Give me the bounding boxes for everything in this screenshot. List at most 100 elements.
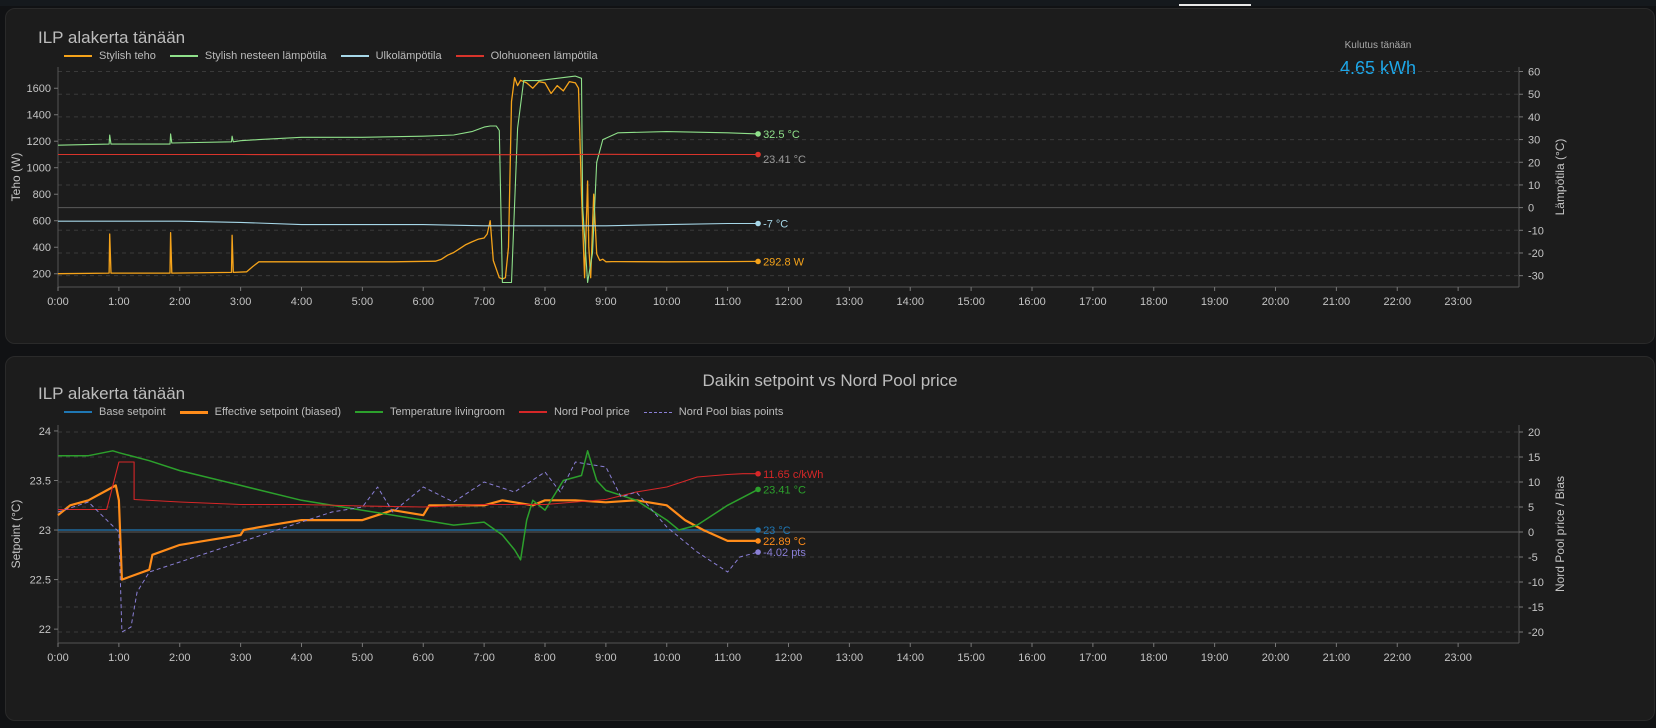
series-line (57, 76, 759, 280)
legend-item-effective[interactable]: Effective setpoint (biased) (179, 406, 342, 418)
series-end-point (755, 549, 761, 555)
y-tick-label: 1200 (27, 136, 51, 148)
y-tick-label: 200 (33, 269, 51, 281)
x-tick-label: 20:00 (1262, 652, 1290, 664)
x-tick-label: 9:00 (595, 296, 616, 308)
x-tick-label: 18:00 (1140, 652, 1168, 664)
x-tick-label: 14:00 (896, 652, 924, 664)
legend-item-nesteen[interactable]: Stylish nesteen lämpötila (169, 50, 327, 62)
x-tick-label: 17:00 (1079, 296, 1107, 308)
x-tick-label: 11:00 (714, 296, 741, 308)
x-tick-label: 11:00 (714, 652, 741, 664)
series-line (58, 450, 759, 561)
y-axis-label: Setpoint (°C) (9, 500, 23, 569)
series-end-point (755, 538, 761, 544)
chart-title: ILP alakerta tänään (38, 28, 186, 47)
series-end-label: -4.02 pts (763, 547, 806, 559)
legend-swatch (518, 411, 547, 413)
legend-label: Temperature livingroom (390, 406, 505, 418)
legend-swatch (643, 411, 672, 413)
x-tick-label: 0:00 (47, 652, 68, 664)
y2-tick-label: -5 (1528, 552, 1538, 564)
x-tick-label: 4:00 (291, 652, 312, 664)
y2-tick-label: 5 (1528, 502, 1534, 514)
x-tick-label: 6:00 (413, 652, 434, 664)
legend-item-price[interactable]: Nord Pool price (518, 406, 630, 418)
x-tick-label: 15:00 (957, 652, 985, 664)
y-tick-label: 22 (39, 624, 51, 636)
x-tick-label: 5:00 (352, 296, 373, 308)
x-tick-label: 21:00 (1323, 652, 1351, 664)
series-end-label: 23.41 °C (763, 484, 806, 496)
y2-tick-label: -20 (1528, 248, 1544, 260)
chart-title: ILP alakerta tänään (38, 384, 186, 403)
y2-tick-label: 15 (1528, 452, 1540, 464)
consumption-stat: Kulutus tänään 4.65 kWh (1328, 40, 1428, 79)
series-end-point (755, 258, 761, 265)
legend-item-bias[interactable]: Nord Pool bias points (643, 406, 783, 418)
legend-swatch (169, 55, 198, 57)
series-line (57, 75, 759, 284)
y2-tick-label: -10 (1528, 577, 1544, 589)
y-tick-label: 800 (33, 189, 51, 201)
x-tick-label: 19:00 (1201, 296, 1229, 308)
y-tick-label: 1600 (27, 83, 51, 95)
series-end-label: 22.89 °C (763, 536, 806, 548)
y2-tick-label: 0 (1528, 203, 1534, 215)
x-tick-label: 16:00 (1018, 296, 1046, 308)
x-tick-label: 17:00 (1079, 652, 1107, 664)
y2-tick-label: -10 (1528, 225, 1544, 237)
x-tick-label: 19:00 (1201, 652, 1229, 664)
x-tick-label: 12:00 (775, 296, 803, 308)
x-tick-label: 0:00 (47, 296, 68, 308)
legend-item-ulko[interactable]: Ulkolämpötila (340, 50, 442, 62)
x-tick-label: 2:00 (169, 652, 190, 664)
series-end-point (755, 527, 761, 533)
y-tick-label: 23.5 (30, 475, 51, 487)
legend-item-teho[interactable]: Stylish teho (64, 50, 156, 62)
x-tick-label: 22:00 (1383, 296, 1411, 308)
y2-tick-label: 20 (1528, 157, 1540, 169)
y2-tick-label: 10 (1528, 477, 1540, 489)
y2-tick-label: 30 (1528, 135, 1540, 147)
legend-swatch (455, 55, 484, 57)
x-tick-label: 3:00 (230, 652, 251, 664)
x-tick-label: 8:00 (534, 652, 555, 664)
x-tick-label: 2:00 (169, 296, 190, 308)
legend: Base setpoint Effective setpoint (biased… (64, 406, 783, 418)
x-tick-label: 23:00 (1444, 296, 1472, 308)
legend-item-base[interactable]: Base setpoint (64, 406, 166, 418)
legend-label: Base setpoint (99, 406, 166, 418)
top-bar (0, 0, 1656, 6)
legend-swatch (355, 411, 384, 413)
x-tick-label: 9:00 (595, 652, 616, 664)
legend-item-olohuone[interactable]: Olohuoneen lämpötila (455, 50, 598, 62)
y-tick-label: 23 (39, 525, 51, 537)
legend-label: Ulkolämpötila (375, 50, 442, 62)
series-line (58, 461, 759, 511)
series-line (58, 220, 759, 227)
consumption-label: Kulutus tänään (1344, 40, 1412, 51)
series-end-point (755, 220, 761, 227)
y-tick-label: 600 (33, 216, 51, 228)
legend-swatch (340, 55, 369, 57)
y-tick-label: 24 (39, 426, 51, 438)
consumption-value: 4.65 kWh (1339, 58, 1417, 78)
legend-swatch (64, 411, 92, 413)
y-tick-label: 1400 (27, 110, 51, 122)
y2-tick-label: -30 (1528, 271, 1544, 283)
series-line (57, 461, 759, 633)
x-tick-label: 15:00 (957, 296, 985, 308)
x-tick-label: 3:00 (230, 296, 251, 308)
x-tick-label: 21:00 (1323, 296, 1351, 308)
legend-label: Stylish teho (99, 50, 156, 62)
x-tick-label: 20:00 (1262, 296, 1290, 308)
card-title: Daikin setpoint vs Nord Pool price (702, 371, 958, 390)
legend-item-temp[interactable]: Temperature livingroom (355, 406, 505, 418)
legend-label: Effective setpoint (biased) (214, 406, 342, 418)
y2-tick-label: 20 (1528, 427, 1540, 439)
y-tick-label: 1000 (27, 163, 51, 175)
y-tick-label: 400 (33, 242, 51, 254)
y-tick-label: 22.5 (30, 575, 51, 587)
y2-axis-label: Lämpötila (°C) (1553, 139, 1567, 216)
